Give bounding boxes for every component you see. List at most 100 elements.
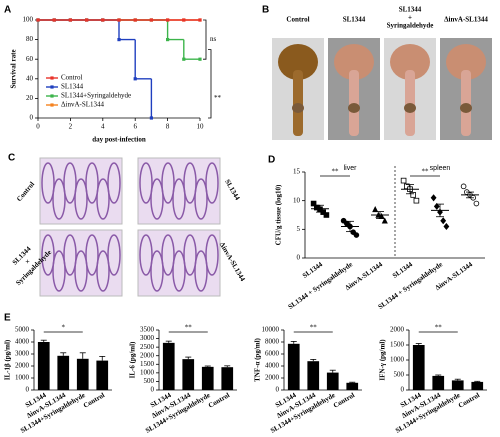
- annotation: **: [422, 168, 430, 176]
- x-tick-label: Control: [457, 391, 481, 410]
- panel-letter: D: [268, 155, 275, 166]
- villus: [74, 250, 88, 292]
- x-tick-label: Control: [207, 391, 231, 410]
- y-tick-label: 4000: [15, 338, 30, 346]
- x-tick-label: 4: [101, 123, 105, 131]
- point: [198, 18, 202, 22]
- annotation: *: [62, 324, 66, 332]
- annotation: **: [435, 324, 443, 332]
- point: [36, 18, 40, 22]
- image-label: Control: [15, 180, 36, 203]
- x-tick-label: Control: [82, 391, 106, 410]
- point: [182, 18, 186, 22]
- y-tick-label: 1000: [390, 356, 405, 364]
- y-tick-label: 1500: [390, 341, 405, 349]
- y-tick-label: 2500: [140, 343, 155, 351]
- organ-top: [278, 44, 318, 80]
- y-tick-label: 0: [30, 114, 34, 122]
- point: [68, 18, 72, 22]
- photo-label: SL1344: [399, 6, 422, 14]
- annotation: **: [214, 94, 222, 102]
- y-tick-label: 8000: [265, 338, 280, 346]
- point: [52, 18, 56, 22]
- point: [117, 18, 121, 22]
- bar: [307, 361, 320, 390]
- y-axis-label: IL-6 (pg/ml): [129, 341, 137, 378]
- point: [166, 38, 170, 42]
- point: [473, 200, 480, 207]
- y-tick-label: 6000: [265, 350, 280, 358]
- bar: [432, 375, 445, 390]
- y-tick-label: 0: [151, 386, 155, 394]
- point: [182, 57, 186, 61]
- villus: [161, 234, 175, 276]
- villus: [139, 234, 153, 276]
- x-tick-label: 6: [133, 123, 137, 131]
- y-tick-label: 1000: [15, 374, 30, 382]
- photo-label: Syringaldehyde: [387, 22, 434, 30]
- organ-segment: [292, 103, 304, 113]
- point: [443, 222, 450, 230]
- y-tick-label: 0: [26, 386, 30, 394]
- bar: [57, 355, 70, 390]
- organ-top: [390, 44, 430, 80]
- x-tick-label: SL1344: [301, 260, 324, 280]
- y-tick-label: 15: [293, 168, 301, 176]
- bar: [346, 382, 359, 390]
- villus: [85, 234, 99, 276]
- point: [410, 192, 416, 198]
- legend-marker: [50, 94, 54, 98]
- point: [323, 212, 330, 218]
- y-tick-label: 100: [23, 16, 34, 24]
- point: [101, 18, 105, 22]
- legend-label: SL1344+Syringaldehyde: [61, 92, 131, 100]
- photo-label: Control: [286, 16, 309, 24]
- point: [133, 18, 137, 22]
- y-tick-label: 2000: [265, 374, 280, 382]
- y-tick-label: 1000: [140, 368, 155, 376]
- villus: [85, 162, 99, 204]
- bar: [287, 343, 300, 390]
- villus: [41, 162, 55, 204]
- annotation: **: [332, 168, 340, 176]
- photo-label: ΔinvA-SL1344: [444, 16, 488, 24]
- point: [430, 194, 437, 202]
- y-tick-label: 1500: [140, 360, 155, 368]
- organ-segment: [404, 103, 416, 113]
- legend-label: Control: [61, 74, 82, 82]
- y-tick-label: 0: [401, 386, 405, 394]
- point: [166, 18, 170, 22]
- y-tick-label: 5: [297, 225, 301, 233]
- y-tick-label: 5000: [15, 326, 30, 334]
- x-axis-label: day post-infection: [92, 136, 146, 144]
- y-tick-label: 3000: [140, 334, 155, 342]
- point: [413, 197, 420, 204]
- legend-marker: [50, 103, 54, 107]
- point: [460, 183, 467, 190]
- x-tick-label: 0: [36, 123, 40, 131]
- y-axis-label: IL-1β (pg/ml): [4, 339, 12, 380]
- point: [400, 177, 407, 184]
- point: [353, 232, 360, 238]
- y-axis-label: CFU/g tissue (log10): [275, 184, 283, 245]
- y-tick-label: 0: [297, 254, 301, 262]
- bar: [37, 342, 50, 390]
- image-label: ΔinvA-SL1344: [218, 241, 247, 283]
- bar: [182, 359, 195, 390]
- villus: [150, 250, 164, 292]
- point: [85, 18, 89, 22]
- y-axis-label: Survival rate: [10, 49, 18, 88]
- y-tick-label: 2000: [390, 326, 405, 334]
- villus: [172, 250, 186, 292]
- point: [149, 116, 153, 120]
- y-tick-label: 500: [394, 371, 405, 379]
- bar: [76, 358, 89, 390]
- x-tick-label: SL1344: [391, 260, 414, 280]
- villus: [96, 178, 110, 220]
- x-tick-label: 10: [197, 123, 205, 131]
- organ-segment: [460, 103, 472, 113]
- legend-marker: [50, 85, 54, 89]
- bracket: [203, 19, 207, 60]
- point: [381, 217, 388, 224]
